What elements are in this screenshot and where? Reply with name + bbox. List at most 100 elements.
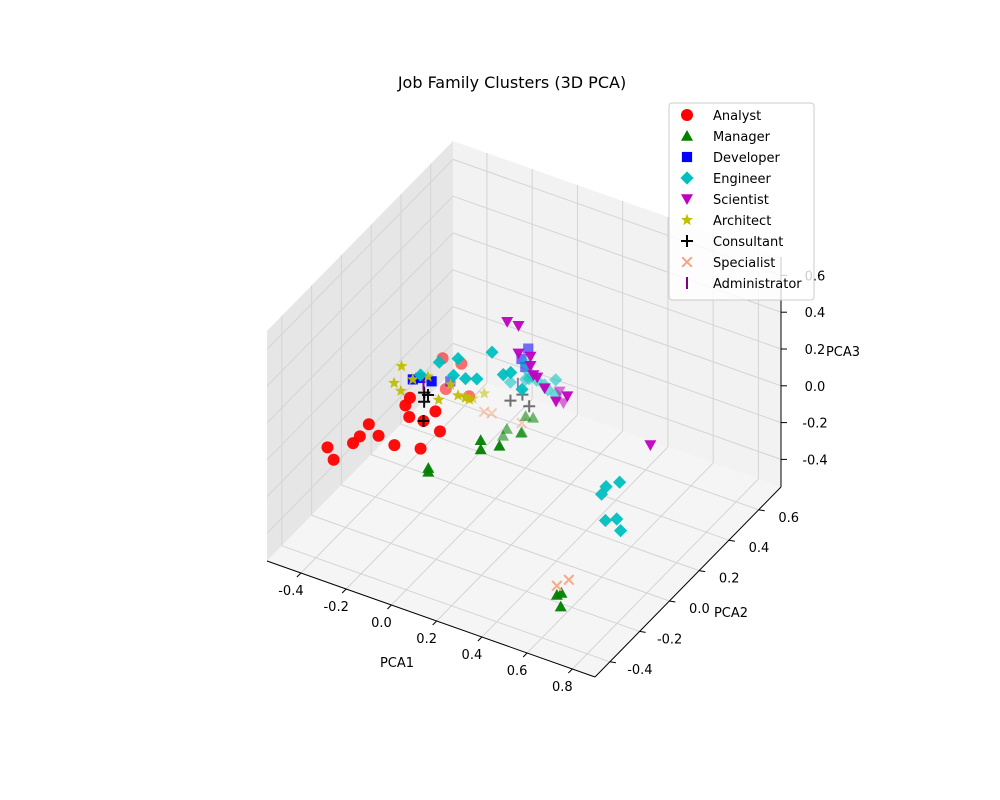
grid-line	[526, 462, 714, 654]
point-engineer	[594, 487, 609, 501]
point-engineer	[613, 475, 627, 489]
x-tick-mark	[341, 588, 347, 594]
point-scientist	[512, 321, 525, 332]
legend-label-engineer: Engineer	[713, 172, 772, 187]
x-tick-mark	[522, 652, 528, 658]
y-tick-label: -0.4	[627, 663, 652, 678]
point-architect	[432, 393, 445, 405]
x-tick-label: 0.0	[371, 616, 392, 631]
point-manager	[422, 462, 435, 473]
point-architect	[406, 373, 419, 385]
z-axis-label: PCA3	[826, 345, 860, 360]
data-points	[321, 317, 657, 612]
point-consultant	[418, 395, 431, 408]
point-scientist	[538, 383, 551, 395]
legend-label-administrator: Administrator	[713, 277, 802, 292]
x-tick-label: 0.2	[416, 632, 437, 647]
point-engineer	[458, 372, 473, 386]
point-architect	[444, 378, 457, 390]
grid-line	[452, 269, 782, 387]
point-engineer	[519, 372, 533, 386]
point-developer	[523, 343, 534, 354]
point-specialist	[478, 406, 490, 418]
point-engineer	[515, 382, 529, 396]
point-analyst	[372, 429, 385, 442]
legend: Analyst Manager Developer Engineer Scientist…	[668, 102, 815, 301]
point-architect	[395, 359, 408, 372]
legend-label-scientist: Scientist	[713, 193, 769, 208]
point-manager	[493, 439, 506, 451]
legend-marker-architect	[681, 213, 693, 226]
grid-line	[391, 414, 578, 606]
point-scientist	[549, 396, 562, 408]
legend-marker-consultant	[681, 235, 693, 247]
point-specialist	[563, 574, 575, 586]
point-engineer	[610, 512, 624, 526]
point-developer	[516, 353, 527, 365]
grid-line	[266, 232, 454, 424]
legend-label-analyst: Analyst	[713, 109, 761, 124]
legend-label-developer: Developer	[713, 151, 781, 166]
grid-line	[572, 478, 759, 670]
point-engineer	[446, 368, 461, 382]
y-tick-label: 0.4	[749, 541, 770, 556]
point-scientist	[501, 317, 514, 328]
point-engineer	[598, 513, 613, 528]
point-engineer	[549, 373, 563, 387]
chart-title: Job Family Clusters (3D PCA)	[397, 73, 626, 92]
x-tick-label: -0.4	[278, 584, 303, 599]
point-analyst	[414, 442, 427, 455]
point-engineer	[470, 372, 484, 386]
x-tick-label: 0.8	[552, 680, 573, 695]
point-analyst	[362, 418, 375, 431]
point-analyst	[321, 441, 334, 454]
point-scientist	[561, 391, 574, 403]
grid-line	[300, 382, 488, 574]
point-analyst	[353, 430, 366, 443]
x-tick-mark	[477, 636, 483, 642]
x-axis-line	[266, 560, 596, 678]
point-analyst	[388, 439, 401, 452]
legend-label-architect: Architect	[713, 214, 771, 229]
y-tick-mark	[639, 630, 646, 633]
z-tick-label: 0.2	[805, 343, 826, 358]
grid-line	[345, 398, 533, 590]
y-axis-line	[594, 486, 782, 678]
point-scientist	[531, 372, 544, 384]
point-analyst	[327, 453, 340, 466]
point-scientist	[553, 386, 566, 398]
point-specialist	[551, 580, 563, 592]
y-tick-mark	[609, 661, 616, 664]
point-manager	[515, 427, 528, 438]
y-tick-label: 0.6	[778, 511, 799, 526]
legend-marker-scientist	[681, 194, 693, 205]
back-pane	[453, 141, 781, 487]
point-analyst	[403, 411, 416, 423]
point-engineer	[504, 365, 518, 380]
point-scientist	[524, 361, 537, 372]
point-manager	[555, 586, 568, 598]
point-consultant	[523, 400, 536, 413]
point-architect	[422, 370, 435, 382]
point-engineer	[432, 355, 446, 369]
y-tick-mark	[699, 570, 706, 573]
grid-line	[481, 446, 669, 638]
legend-marker-manager	[681, 130, 693, 141]
legend-label-specialist: Specialist	[713, 256, 775, 271]
point-manager	[497, 429, 510, 441]
x-tick-mark	[387, 604, 392, 610]
legend-label-consultant: Consultant	[713, 235, 783, 250]
point-manager	[519, 410, 532, 421]
x-tick-mark	[296, 572, 302, 578]
x-axis-label: PCA1	[380, 656, 414, 671]
legend-label-manager: Manager	[713, 130, 771, 145]
y-tick-mark	[669, 600, 676, 603]
grid-line	[281, 545, 611, 663]
point-consultant	[417, 415, 430, 427]
grid-line	[436, 430, 624, 622]
point-manager	[554, 600, 567, 612]
point-architect	[388, 376, 401, 389]
point-scientist	[644, 440, 657, 451]
grid-line	[266, 159, 454, 350]
